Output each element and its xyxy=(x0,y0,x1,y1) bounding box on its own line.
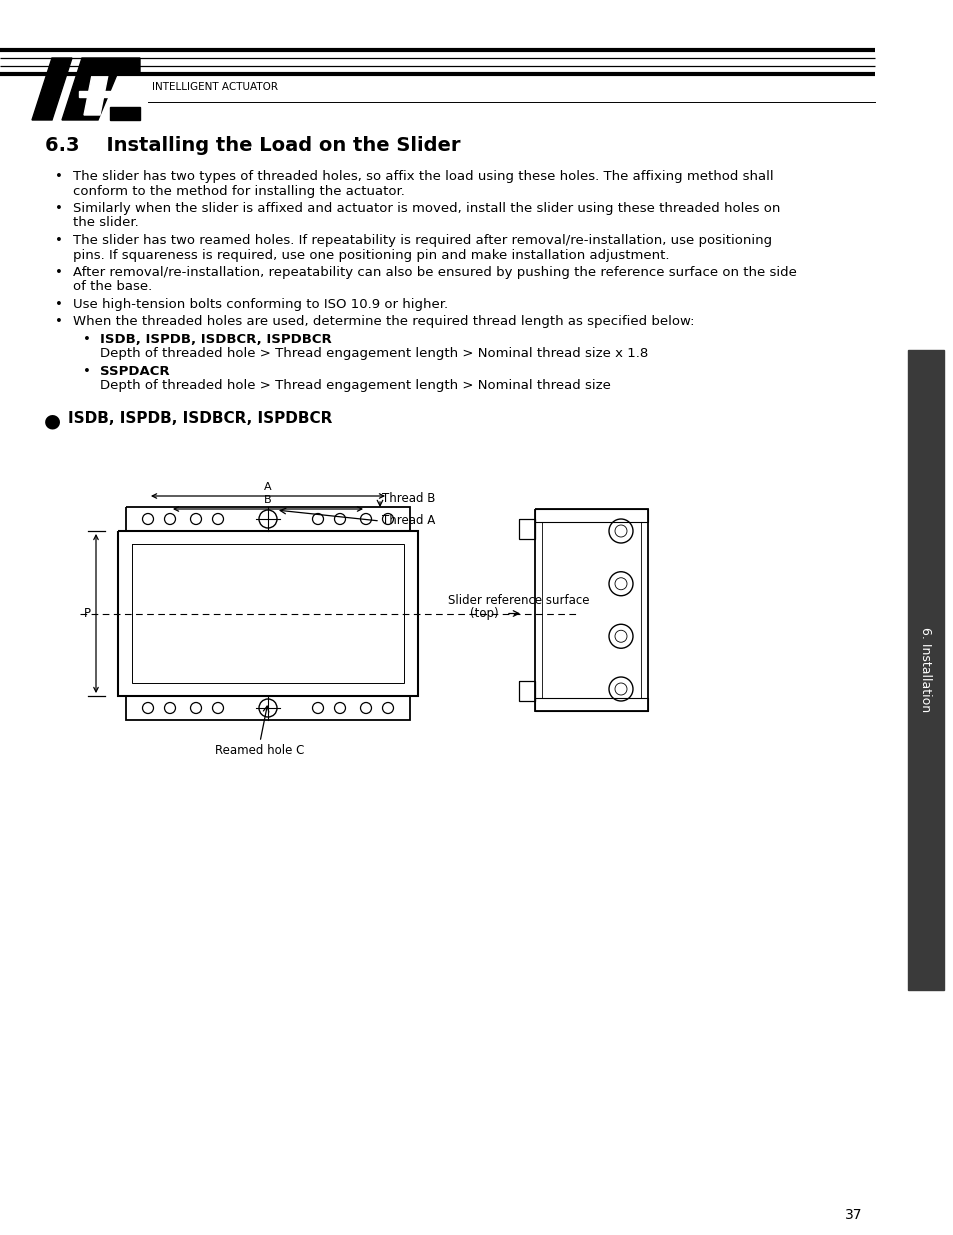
Text: 6. Installation: 6. Installation xyxy=(919,627,931,713)
Text: After removal/re-installation, repeatability can also be ensured by pushing the : After removal/re-installation, repeatabi… xyxy=(73,266,796,279)
Text: ISDB, ISPDB, ISDBCR, ISPDBCR: ISDB, ISPDB, ISDBCR, ISPDBCR xyxy=(68,411,332,426)
Text: SSPDACR: SSPDACR xyxy=(100,366,170,378)
Text: The slider has two types of threaded holes, so affix the load using these holes.: The slider has two types of threaded hol… xyxy=(73,170,773,183)
Text: B: B xyxy=(264,495,272,505)
Polygon shape xyxy=(79,91,112,98)
Text: •: • xyxy=(83,333,91,346)
Text: •: • xyxy=(55,170,63,183)
Polygon shape xyxy=(84,75,108,115)
Text: Similarly when the slider is affixed and actuator is moved, install the slider u: Similarly when the slider is affixed and… xyxy=(73,203,780,215)
Text: Depth of threaded hole > Thread engagement length > Nominal thread size x 1.8: Depth of threaded hole > Thread engageme… xyxy=(100,347,648,361)
Text: Thread A: Thread A xyxy=(381,515,435,527)
Text: Reamed hole C: Reamed hole C xyxy=(215,743,304,757)
Text: pins. If squareness is required, use one positioning pin and make installation a: pins. If squareness is required, use one… xyxy=(73,248,669,262)
Text: of the base.: of the base. xyxy=(73,280,152,294)
Text: P: P xyxy=(84,606,91,620)
Text: •: • xyxy=(55,298,63,311)
Text: the slider.: the slider. xyxy=(73,216,138,230)
Polygon shape xyxy=(32,58,71,120)
Text: conform to the method for installing the actuator.: conform to the method for installing the… xyxy=(73,184,404,198)
Text: The slider has two reamed holes. If repeatability is required after removal/re-i: The slider has two reamed holes. If repe… xyxy=(73,233,771,247)
Text: •: • xyxy=(83,366,91,378)
Text: •: • xyxy=(55,315,63,329)
Text: Thread B: Thread B xyxy=(381,493,435,505)
Text: When the threaded holes are used, determine the required thread length as specif: When the threaded holes are used, determ… xyxy=(73,315,694,329)
Text: 37: 37 xyxy=(844,1208,862,1221)
Text: INTELLIGENT ACTUATOR: INTELLIGENT ACTUATOR xyxy=(152,82,277,91)
Text: Depth of threaded hole > Thread engagement length > Nominal thread size: Depth of threaded hole > Thread engageme… xyxy=(100,379,610,393)
Text: A: A xyxy=(264,482,272,492)
Text: •: • xyxy=(55,203,63,215)
Polygon shape xyxy=(110,107,140,120)
Text: •: • xyxy=(55,266,63,279)
Text: Slider reference surface: Slider reference surface xyxy=(448,594,589,608)
Text: 6.3    Installing the Load on the Slider: 6.3 Installing the Load on the Slider xyxy=(45,136,460,156)
Bar xyxy=(907,350,943,990)
Text: ISDB, ISPDB, ISDBCR, ISPDBCR: ISDB, ISPDB, ISDBCR, ISPDBCR xyxy=(100,333,332,346)
Text: ●: ● xyxy=(44,411,61,430)
Text: (top): (top) xyxy=(470,608,498,620)
Polygon shape xyxy=(62,58,140,120)
Text: •: • xyxy=(55,233,63,247)
Text: Use high-tension bolts conforming to ISO 10.9 or higher.: Use high-tension bolts conforming to ISO… xyxy=(73,298,448,311)
